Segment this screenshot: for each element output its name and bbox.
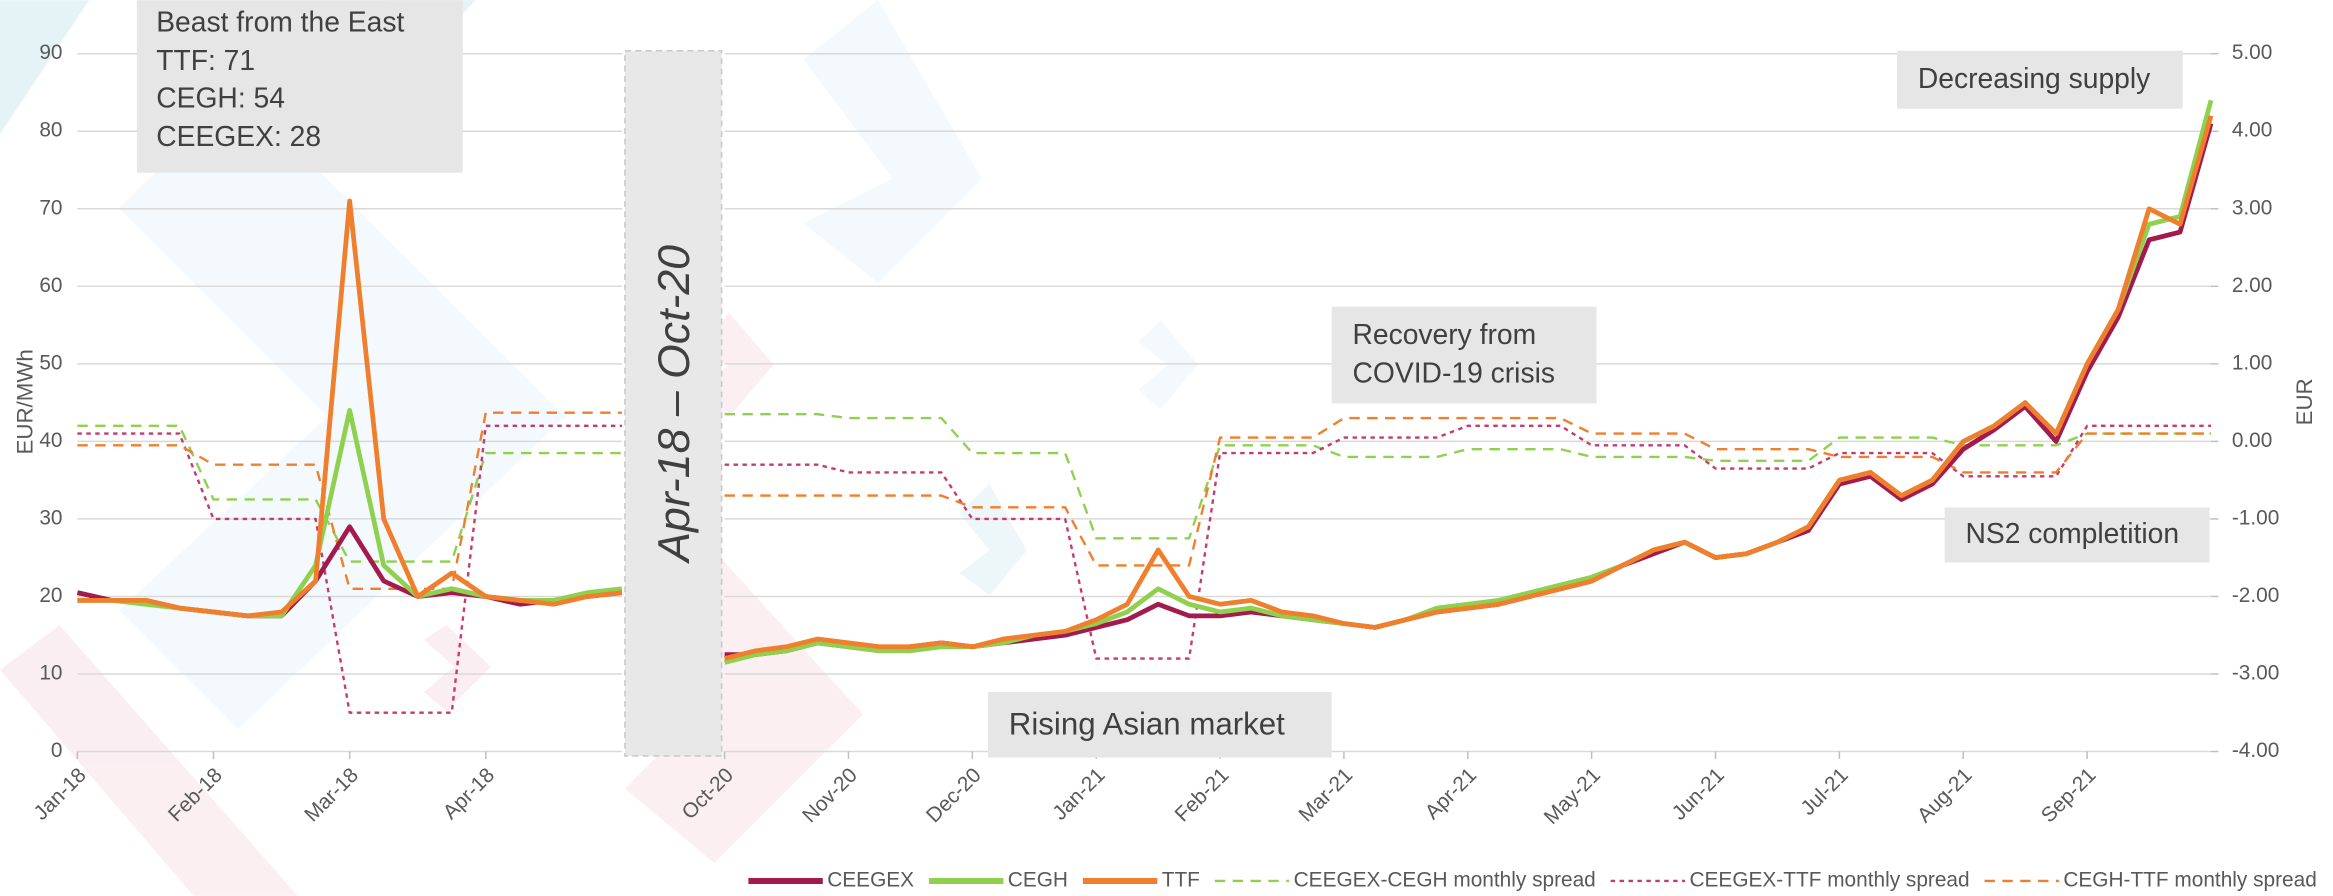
x-tick-label: Apr-21	[1421, 764, 1481, 824]
y2-tick-label: 5.00	[2232, 41, 2273, 64]
y2-tick-label: -2.00	[2232, 584, 2279, 607]
annotation-box	[1331, 306, 1597, 404]
series-line	[724, 115, 2214, 661]
break-label: Apr-18 – Oct-20	[650, 245, 699, 565]
series-line	[77, 411, 622, 590]
y-tick-label: 70	[39, 196, 62, 219]
y-tick-label: 50	[39, 351, 62, 374]
y-tick-label: 0	[51, 739, 63, 762]
y-tick-label: 20	[39, 584, 62, 607]
series-line	[77, 424, 622, 563]
y-tick-label: 30	[39, 506, 62, 529]
legend-label: TTF	[1162, 868, 1200, 891]
x-tick-label: Apr-18	[439, 764, 499, 824]
legend-label: CEGH	[1008, 868, 1068, 891]
series-line	[724, 424, 2211, 660]
y2-tick-label: -3.00	[2232, 661, 2279, 684]
y2-tick-label: 1.00	[2232, 351, 2273, 374]
annotation-box	[136, 0, 463, 173]
y2-tick-label: 2.00	[2232, 274, 2273, 297]
annotation-box	[1897, 50, 2183, 109]
axis-break	[624, 49, 723, 757]
series-line	[77, 198, 623, 619]
y-tick-label: 60	[39, 274, 62, 297]
annotation: Recovery from	[1352, 318, 1536, 350]
y-tick-label: 90	[39, 41, 62, 64]
x-tick-label: Dec-20	[922, 764, 986, 828]
x-tick-label: Nov-20	[798, 764, 862, 828]
annotation: COVID-19 crisis	[1352, 357, 1554, 389]
x-tick-label: Mar-18	[300, 764, 363, 827]
y2-tick-label: 4.00	[2232, 119, 2273, 142]
legend-label: CEGH-TTF monthly spread	[2063, 868, 2316, 891]
annotation: NS2 completition	[1965, 517, 2179, 549]
y-tick-label: 40	[39, 429, 62, 452]
x-tick-label: Jul-21	[1796, 764, 1852, 820]
x-tick-label: May-21	[1540, 764, 1605, 829]
legend-label: CEEGEX-TTF monthly spread	[1690, 868, 1970, 891]
y2-axis-label: EUR	[2292, 378, 2317, 425]
annotation: TTF: 71	[156, 44, 255, 76]
annotation: CEGH: 54	[156, 81, 285, 113]
annotation: Rising Asian market	[1009, 706, 1285, 741]
y-tick-label: 10	[39, 661, 62, 684]
series-line	[724, 416, 2211, 567]
x-tick-label: Jan-21	[1048, 764, 1109, 825]
annotation-box	[1944, 507, 2210, 563]
annotation: Beast from the East	[156, 5, 404, 37]
legend: CEEGEX CEGH TTF CEEGEX-CEGH monthly spread C…	[748, 868, 2317, 891]
annotation: Decreasing supply	[1918, 62, 2151, 94]
x-tick-label: Aug-21	[1913, 764, 1977, 828]
x-tick-label: Jun-21	[1668, 764, 1729, 825]
y-tick-label: 80	[39, 119, 62, 142]
y2-tick-label: -1.00	[2232, 506, 2279, 529]
x-tick-label: Feb-21	[1171, 764, 1234, 827]
annotation-box	[987, 692, 1332, 758]
x-tick-label: Sep-21	[2037, 764, 2101, 828]
legend-label: CEEGEX-CEGH monthly spread	[1294, 868, 1596, 891]
legend-label: CEEGEX	[827, 868, 914, 891]
y2-tick-label: 3.00	[2232, 196, 2273, 219]
plot	[76, 99, 2214, 714]
series-line	[77, 424, 622, 714]
annotation: CEEGEX: 28	[156, 120, 321, 152]
series-line	[724, 413, 2211, 540]
y-axis-label: EUR/MWh	[13, 349, 38, 454]
x-tick-label: Jan-18	[29, 764, 90, 825]
x-tick-label: Mar-21	[1294, 764, 1357, 827]
y2-tick-label: 0.00	[2232, 429, 2273, 452]
y2-tick-label: -4.00	[2232, 739, 2279, 762]
